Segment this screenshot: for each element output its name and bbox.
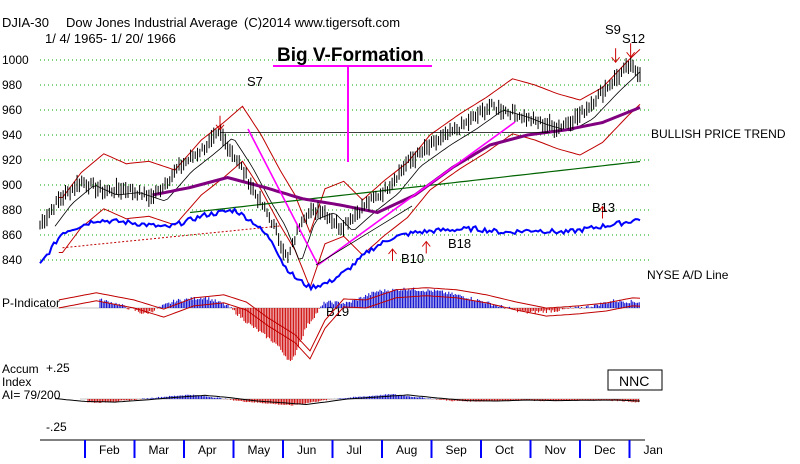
signal-label: S9 [605,22,621,37]
month-label: Mar [149,443,170,457]
month-label: Sep [446,443,468,457]
signal-label: S7 [247,74,263,89]
signal-label: B13 [592,200,615,215]
signal-arrowhead [215,124,225,131]
chart-symbol: DJIA-30 [2,15,49,30]
y-tick-label: 940 [2,128,22,142]
accum-ma-line [54,394,641,406]
signal-arrowhead [611,56,621,64]
y-tick-label: 840 [2,253,22,267]
y-tick-label: 980 [2,78,22,92]
y-tick-label: 1000 [2,53,29,67]
accum-bottom-label: -.25 [46,420,67,434]
signal-arrowhead [626,51,636,59]
y-tick-label: 920 [2,153,22,167]
signal-arrowhead [421,240,431,247]
p-indicator-panel [40,287,641,361]
v-right-leg [317,121,516,266]
v-trend-black [315,205,413,266]
price-axis-ticks: 840 860 880 900 920 940 960 980 1000 [2,53,29,267]
nnc-label: NNC [619,373,649,389]
signal-arrowhead [598,205,607,212]
price-grid [40,59,650,261]
chart-copyright: (C)2014 www.tigersoft.com [244,15,400,30]
y-tick-label: 860 [2,228,22,242]
p-lower-band [58,295,641,360]
dotted-trend [62,225,281,249]
price-bars [39,56,641,263]
chart-date-range: 1/ 4/ 1965- 1/ 20/ 1966 [45,31,176,46]
p-upper-band [58,287,641,352]
bullish-trend-label: BULLISH PRICE TREND [651,127,786,141]
upper-band [58,49,641,234]
signal-label: S12 [622,31,645,46]
month-label: May [248,443,271,457]
month-label: Jan [644,443,663,457]
month-label: Apr [198,443,217,457]
signal-arrowhead [388,248,397,255]
month-label: Nov [545,443,566,457]
accum-index-panel [54,394,641,406]
p-indicator-label: P-Indicator [2,296,60,310]
accum-top-label: +.25 [46,361,70,375]
accum-ai-label: AI= 79/200 [2,388,61,402]
ad-line-path [39,206,641,292]
accum-label: Accum [2,362,39,376]
accum-index-label: Index [2,375,31,389]
nyse-ad-line [39,206,641,292]
month-axis: Feb Mar Apr May Jun Jul Aug Sep Oct Nov Dec Jan [40,439,663,458]
big-v-formation-label: Big V-Formation [277,45,424,66]
nyse-ad-label: NYSE A/D Line [647,268,729,282]
y-tick-label: 960 [2,103,22,117]
month-label: Jun [297,443,316,457]
month-label: Feb [99,443,120,457]
signal-label: B10 [401,251,424,266]
nnc-box [607,369,663,391]
month-label: Dec [594,443,615,457]
month-label: Jul [347,443,362,457]
v-left-leg [247,128,319,266]
month-label: Aug [396,443,417,457]
month-label: Oct [495,443,514,457]
chart-name: Dow Jones Industrial Average [66,15,238,30]
v-formation [247,65,516,266]
y-tick-label: 900 [2,178,22,192]
signal-label: B18 [448,236,471,251]
y-tick-label: 880 [2,203,22,217]
